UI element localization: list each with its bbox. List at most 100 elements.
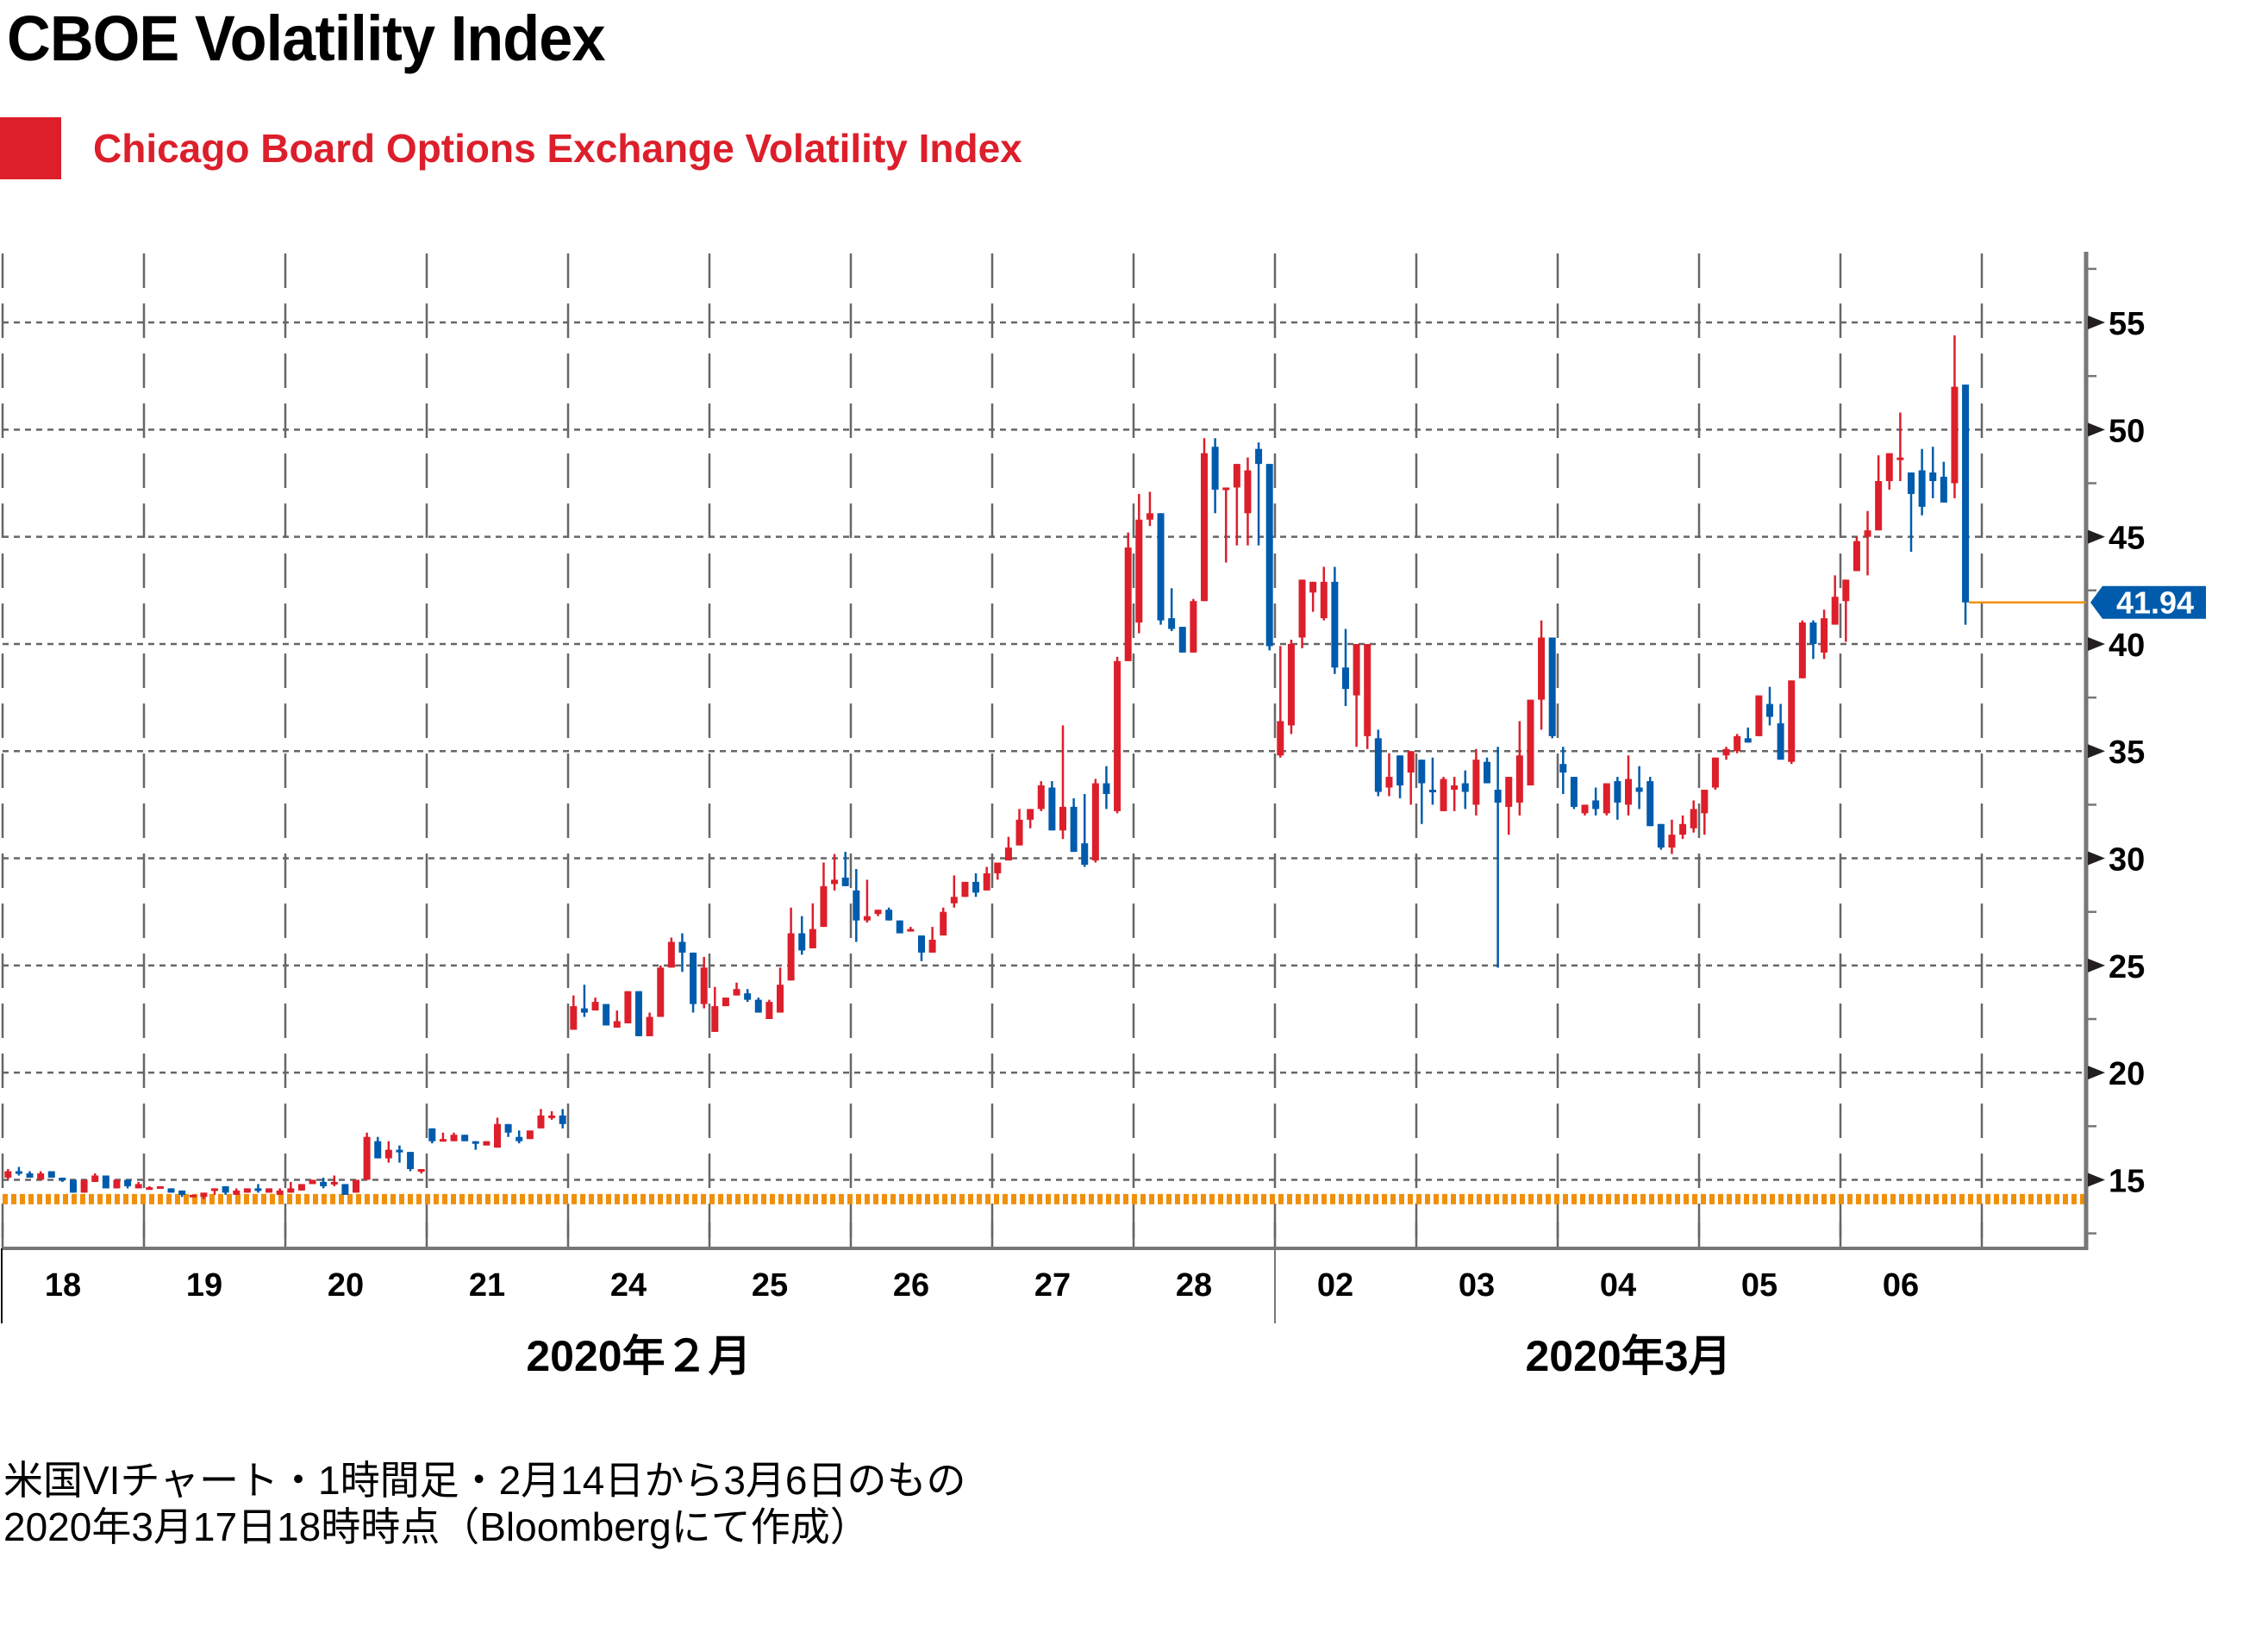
x-tick-label: 04 [1600,1267,1636,1304]
candle-body-down [26,1173,34,1178]
candle-body-up [624,991,632,1023]
candle-body-up [330,1181,338,1185]
candle-body-up [1027,809,1034,820]
candle-body-down [1559,764,1567,773]
candle-body-up [1875,481,1883,531]
y-tick-arrow [2088,1173,2105,1187]
candle-body-up [1885,453,1893,482]
y-tick-label: 55 [2109,306,2145,342]
candle-body-up [994,862,1002,873]
candle-body-down [341,1184,349,1195]
candle-body-up [1472,760,1480,805]
candle-body-down [1929,472,1937,482]
candle-body-down [580,1008,588,1013]
candle-body-down [178,1190,186,1195]
candle-body-up [363,1136,371,1180]
candle-body-up [276,1190,284,1195]
candle-body-down [396,1149,403,1153]
y-axis-labels: 15 20 25 30 35 40 45 50 55 [2088,306,2145,1199]
y-tick-label: 50 [2109,413,2145,449]
candle-body-up [1385,777,1393,788]
candle-body-down [1592,800,1600,810]
candle-body-up [1538,637,1546,700]
candle-body-down [1211,447,1219,490]
candle-body-down [1103,783,1110,794]
candle-body-down [885,910,893,921]
candle-body-down [1940,477,1947,503]
candle-body-down [167,1188,175,1193]
candle-body-up [765,1002,773,1019]
y-tick-label: 40 [2109,628,2145,664]
candle-body-down [918,935,925,953]
candle-body-down [972,881,980,893]
y-tick-arrow [2088,636,2105,651]
candle-body-up [1233,464,1240,488]
candle-body-up [613,1021,621,1028]
candle-body-up [1755,695,1763,736]
candle-body-up [809,929,816,948]
candle-body-up [266,1188,273,1193]
candle-body-down [222,1185,229,1193]
candles [4,335,1970,1199]
candle-body-up [1896,457,1904,460]
candle-body-up [1091,783,1099,861]
candle-body-up [1581,804,1589,814]
candle-body-down [744,993,752,1000]
candle-body-up [1440,779,1447,811]
candle-body-down [841,877,849,886]
candle-body-down [1744,738,1752,743]
candle-body-up [287,1188,295,1193]
candle-body-up [733,989,740,996]
candle-body-down [1962,385,1970,603]
y-tick-arrow [2088,851,2105,866]
candle-body-down [1428,789,1436,792]
candle-body-down [1484,761,1490,784]
candle-body-down [1396,755,1404,786]
candle-body-up [1625,779,1632,805]
candle-body-down [59,1177,66,1180]
candle-body-down [102,1175,109,1189]
candle-body-up [1309,581,1317,593]
candle-body-up [657,967,665,1017]
candle-body-up [1701,789,1709,814]
last-price-tag [2090,585,2206,619]
y-tick-arrow [2088,958,2105,972]
candle-body-down [603,1004,610,1026]
candle-body-up [1353,643,1360,696]
x-tick-label: 24 [610,1267,647,1304]
candle-body-up [189,1194,197,1198]
y-tick-label: 20 [2109,1056,2145,1092]
candle-body-up [1711,757,1719,788]
candle-body-up [200,1192,208,1198]
candle-body-up [1690,809,1697,829]
candle-body-up [1842,579,1850,602]
candle-body-up [1798,622,1806,679]
x-tick-label: 06 [1883,1267,1919,1304]
candle-body-up [80,1179,88,1193]
candle-body-up [1668,835,1676,848]
candle-body-down [124,1179,132,1186]
candle-body-up [940,911,947,936]
x-tick-label: 02 [1317,1267,1353,1304]
candle-body-down [1331,581,1339,668]
y-tick-arrow [2088,422,2105,437]
month-label: 2020年２月 [526,1332,751,1380]
candle-body-down [559,1115,566,1124]
candle-body-down [1494,789,1502,803]
candle-body-up [1244,470,1252,514]
candle-body-up [1298,579,1306,638]
candle-body-up [384,1149,392,1159]
x-tick-label: 19 [186,1267,222,1304]
candle-body-up [1135,519,1143,623]
candle-body-up [820,885,828,928]
candle-body-up [1364,643,1371,736]
footnote: 米国VIチャート・1時間足・2月14日から3月6日のもの 2020年3月17日1… [3,1457,966,1550]
y-tick-label: 15 [2109,1163,2145,1199]
candle-body-up [1004,847,1012,861]
x-tick-label: 28 [1176,1267,1212,1304]
candle-body-down [461,1135,469,1141]
candle-body-down [1646,781,1654,827]
candle-body-up [874,910,882,915]
candle-body-up [113,1179,121,1189]
candle-body-down [754,999,762,1013]
